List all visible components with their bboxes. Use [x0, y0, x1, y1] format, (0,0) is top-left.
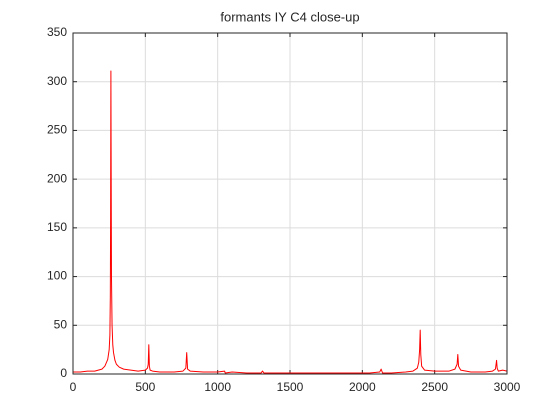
- y-tick-label: 50: [54, 317, 68, 331]
- y-tick-label: 250: [47, 123, 67, 137]
- x-tick-label: 3000: [494, 380, 521, 394]
- x-tick-label: 1000: [204, 380, 231, 394]
- series-line: [73, 70, 508, 374]
- y-tick-label: 0: [60, 366, 67, 380]
- y-tick-label: 300: [47, 74, 67, 88]
- y-tick-label: 150: [47, 220, 67, 234]
- y-tick-label: 200: [47, 171, 67, 185]
- chart-title: formants IY C4 close-up: [220, 9, 359, 24]
- y-tick-label: 350: [47, 25, 67, 39]
- x-tick-label: 2500: [421, 380, 448, 394]
- x-tick-label: 0: [70, 380, 77, 394]
- x-tick-label: 1500: [277, 380, 304, 394]
- x-tick-label: 500: [135, 380, 155, 394]
- axes-box: [72, 32, 508, 375]
- x-tick-label: 2000: [349, 380, 376, 394]
- y-tick-label: 100: [47, 269, 67, 283]
